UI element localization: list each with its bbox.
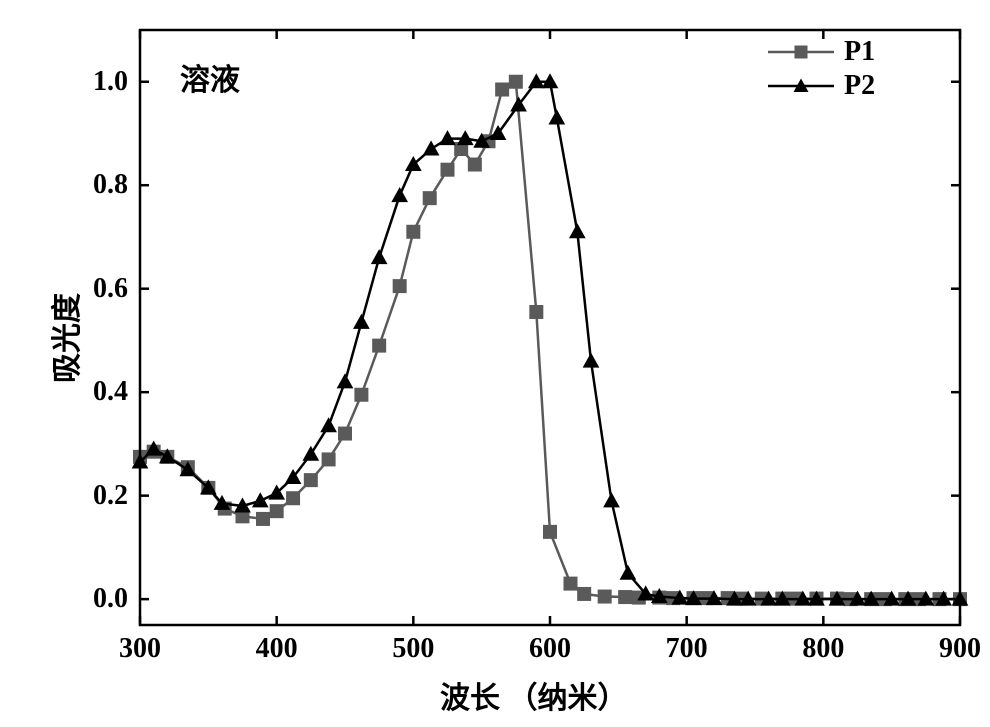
y-tick-label: 0.4 (93, 376, 128, 408)
x-axis-label: 波长 （纳米） (440, 673, 628, 717)
x-tick-label: 600 (520, 633, 580, 665)
x-tick-label: 900 (930, 633, 990, 665)
y-axis-label: 吸光度 (42, 293, 86, 383)
x-tick-label: 500 (383, 633, 443, 665)
legend-entry: P1 (766, 35, 875, 69)
legend-swatch (766, 37, 836, 67)
legend-swatch (766, 71, 836, 101)
x-tick-label: 300 (110, 633, 170, 665)
y-tick-label: 0.6 (93, 273, 128, 305)
legend-label: P1 (836, 36, 875, 68)
x-tick-label: 800 (793, 633, 853, 665)
x-tick-label: 400 (247, 633, 307, 665)
legend: P1P2 (766, 35, 875, 103)
y-tick-label: 0.2 (93, 480, 128, 512)
absorbance-chart (0, 0, 990, 727)
chart-annotation: 溶液 (180, 55, 240, 99)
y-tick-label: 0.0 (93, 583, 128, 615)
legend-entry: P2 (766, 69, 875, 103)
y-tick-label: 0.8 (93, 169, 128, 201)
y-tick-label: 1.0 (93, 66, 128, 98)
legend-label: P2 (836, 70, 875, 102)
x-tick-label: 700 (657, 633, 717, 665)
